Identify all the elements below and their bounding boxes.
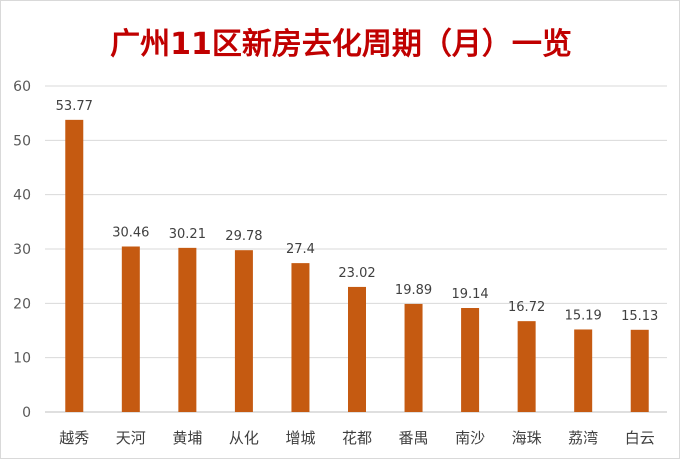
bar xyxy=(234,250,253,412)
bar xyxy=(404,303,423,412)
data-label: 30.21 xyxy=(169,227,206,242)
data-label: 29.78 xyxy=(225,229,262,244)
category-label: 花都 xyxy=(342,429,372,447)
category-label: 海珠 xyxy=(512,429,542,447)
category-label: 黄埔 xyxy=(172,429,202,447)
y-tick-label: 40 xyxy=(13,188,31,204)
y-tick-label: 30 xyxy=(13,242,31,258)
y-tick-label: 50 xyxy=(13,133,31,149)
category-label: 荔湾 xyxy=(568,429,598,447)
chart-title: 广州11区新房去化周期（月）一览 xyxy=(110,27,572,62)
bar xyxy=(348,286,366,412)
category-label: 越秀 xyxy=(59,429,89,447)
category-label: 增城 xyxy=(285,429,315,447)
bar xyxy=(517,321,536,412)
data-label: 16.72 xyxy=(508,300,545,315)
y-tick-label: 10 xyxy=(13,351,31,367)
data-label: 30.46 xyxy=(112,226,149,241)
data-label: 15.19 xyxy=(565,308,602,323)
category-label: 南沙 xyxy=(455,429,485,447)
y-tick-label: 60 xyxy=(13,79,31,95)
y-tick-label: 0 xyxy=(22,405,31,421)
data-label: 19.89 xyxy=(395,283,432,298)
bar xyxy=(121,246,140,412)
category-label: 从化 xyxy=(229,429,259,447)
category-label: 白云 xyxy=(625,429,655,447)
category-label: 番禺 xyxy=(399,429,429,447)
bar xyxy=(461,308,480,412)
category-label: 天河 xyxy=(116,429,146,447)
y-tick-label: 20 xyxy=(13,296,31,312)
data-label: 19.14 xyxy=(451,287,488,302)
bar xyxy=(574,329,593,412)
data-label: 53.77 xyxy=(56,99,93,114)
bar xyxy=(178,247,197,412)
bar xyxy=(630,329,649,412)
bar xyxy=(65,119,84,412)
data-label: 27.4 xyxy=(286,242,315,257)
data-label: 23.02 xyxy=(338,266,375,281)
bar xyxy=(291,263,310,412)
data-label: 15.13 xyxy=(621,309,658,324)
